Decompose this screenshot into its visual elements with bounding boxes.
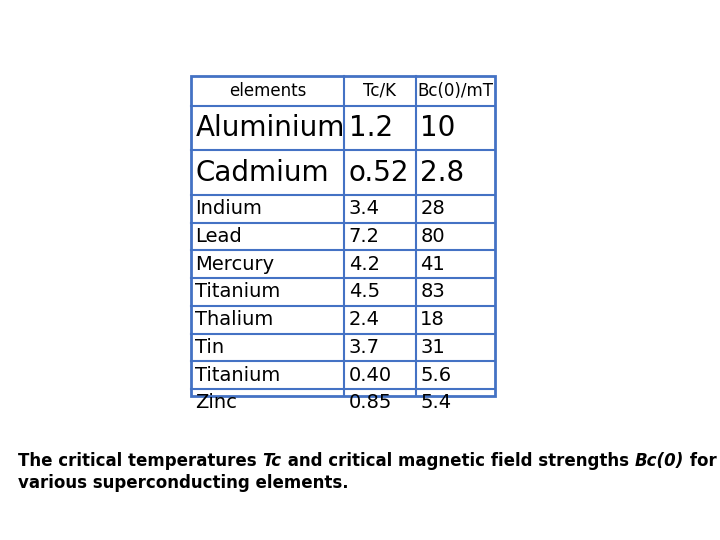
Text: 5.4: 5.4 xyxy=(420,393,451,413)
Text: Titanium: Titanium xyxy=(195,282,281,301)
Text: 0.40: 0.40 xyxy=(349,366,392,384)
Text: 1.2: 1.2 xyxy=(349,114,393,142)
Text: and critical magnetic field strengths: and critical magnetic field strengths xyxy=(282,452,634,470)
Text: 4.2: 4.2 xyxy=(349,255,380,274)
Text: Tc/K: Tc/K xyxy=(364,82,396,100)
Text: 83: 83 xyxy=(420,282,445,301)
Text: o.52: o.52 xyxy=(349,159,410,187)
Text: various superconducting elements.: various superconducting elements. xyxy=(18,474,348,492)
Text: 41: 41 xyxy=(420,255,445,274)
Text: 80: 80 xyxy=(420,227,445,246)
Text: Indium: Indium xyxy=(195,199,262,218)
Text: 0.85: 0.85 xyxy=(349,393,392,413)
Text: Mercury: Mercury xyxy=(195,255,274,274)
Text: 5.6: 5.6 xyxy=(420,366,451,384)
Text: Aluminium: Aluminium xyxy=(195,114,345,142)
Text: Titanium: Titanium xyxy=(195,366,281,384)
Text: Bc(0): Bc(0) xyxy=(634,452,683,470)
Bar xyxy=(191,76,495,396)
Text: 7.2: 7.2 xyxy=(349,227,380,246)
Text: 3.4: 3.4 xyxy=(349,199,380,218)
Text: Tc: Tc xyxy=(262,452,282,470)
Text: 3.7: 3.7 xyxy=(349,338,380,357)
Text: 2.4: 2.4 xyxy=(349,310,380,329)
Text: Tin: Tin xyxy=(195,338,225,357)
Text: Zinc: Zinc xyxy=(195,393,238,413)
Text: for: for xyxy=(683,452,716,470)
Text: elements: elements xyxy=(229,82,306,100)
Text: Thalium: Thalium xyxy=(195,310,274,329)
Text: 10: 10 xyxy=(420,114,456,142)
Text: 18: 18 xyxy=(420,310,445,329)
Text: The critical temperatures: The critical temperatures xyxy=(18,452,262,470)
Text: Bc(0)/mT: Bc(0)/mT xyxy=(417,82,493,100)
Text: 2.8: 2.8 xyxy=(420,159,464,187)
Text: Lead: Lead xyxy=(195,227,242,246)
Text: 31: 31 xyxy=(420,338,445,357)
Text: 4.5: 4.5 xyxy=(349,282,380,301)
Text: 28: 28 xyxy=(420,199,445,218)
Text: Cadmium: Cadmium xyxy=(195,159,329,187)
